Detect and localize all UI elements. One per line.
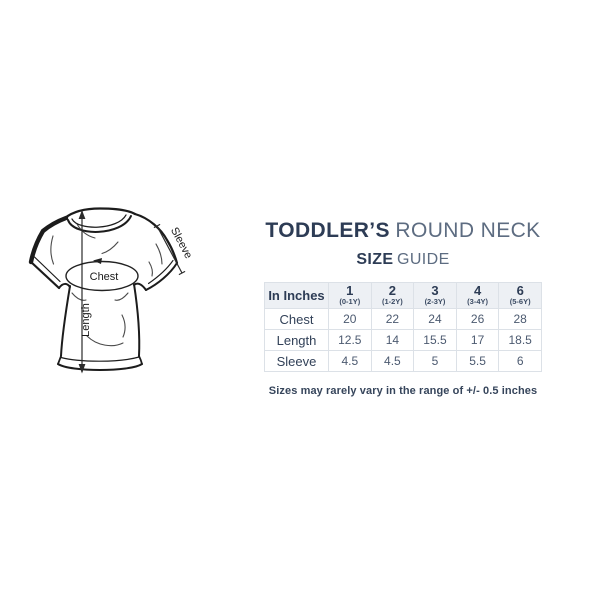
size-table: In Inches 1 (0-1Y) 2 (1-2Y) 3 (2-3Y) 4	[264, 282, 542, 372]
table-row-sleeve: Sleeve 4.5 4.5 5 5.5 6	[264, 350, 542, 372]
length-arrow-top	[78, 210, 86, 219]
right-sleeve-outline	[133, 212, 179, 265]
sleeve-value-1: 4.5	[328, 350, 372, 372]
length-value-4: 17	[455, 329, 500, 351]
length-value-3: 15.5	[413, 329, 457, 351]
sleeve-value-6: 6	[498, 350, 542, 372]
chest-value-4: 26	[455, 308, 500, 330]
length-measure: Length	[78, 210, 92, 374]
length-arrow-bottom	[78, 364, 86, 374]
tshirt-line-art: Length Chest Sleeve	[28, 207, 194, 374]
row-label-chest: Chest	[264, 308, 329, 330]
body-right-edge	[133, 283, 141, 357]
sleeve-value-3: 5	[413, 350, 457, 372]
col-header-size-3: 3 (2-3Y)	[413, 282, 457, 309]
sleeve-value-4: 5.5	[455, 350, 500, 372]
size-guide-panel: TODDLER’S ROUND NECK SIZE GUIDE In Inches …	[264, 220, 542, 397]
length-value-6: 18.5	[498, 329, 542, 351]
chest-value-2: 22	[370, 308, 415, 330]
hem-band	[57, 355, 143, 371]
chest-value-3: 24	[413, 308, 457, 330]
table-row-chest: Chest 20 22 24 26 28	[264, 308, 542, 330]
collar	[63, 207, 137, 233]
col-header-size-6: 6 (5-6Y)	[498, 282, 542, 309]
sleeve-line	[156, 225, 183, 274]
body-left-edge	[60, 285, 71, 357]
col-header-size-1: 1 (0-1Y)	[328, 282, 372, 309]
title-neck-style: ROUND NECK	[395, 219, 541, 242]
chest-label: Chest	[90, 271, 119, 283]
right-cuff	[145, 262, 178, 291]
chest-value-1: 20	[328, 308, 372, 330]
title-product-type: TODDLER’S	[265, 219, 390, 242]
page-subtitle: SIZE GUIDE	[264, 251, 542, 269]
left-cuff	[29, 260, 61, 290]
unit-header-cell: In Inches	[264, 282, 329, 309]
length-label: Length	[80, 303, 92, 337]
tshirt-diagram: Length Chest Sleeve	[25, 198, 210, 386]
chest-ellipse	[65, 260, 139, 292]
subtitle-size: SIZE	[356, 251, 394, 268]
fabric-folds	[50, 223, 163, 347]
col-header-size-4: 4 (3-4Y)	[455, 282, 500, 309]
table-header-row: In Inches 1 (0-1Y) 2 (1-2Y) 3 (2-3Y) 4	[264, 282, 542, 309]
table-row-length: Length 12.5 14 15.5 17 18.5	[264, 329, 542, 351]
chest-value-6: 28	[498, 308, 542, 330]
length-value-2: 14	[370, 329, 415, 351]
chest-measure: Chest	[65, 258, 139, 292]
sleeve-label: Sleeve	[168, 225, 194, 260]
page-title: TODDLER’S ROUND NECK	[264, 220, 542, 242]
length-value-1: 12.5	[328, 329, 372, 351]
subtitle-guide: GUIDE	[397, 251, 450, 268]
row-label-length: Length	[264, 329, 329, 351]
chest-arrow	[93, 258, 102, 264]
row-label-sleeve: Sleeve	[264, 350, 329, 372]
sleeve-value-2: 4.5	[370, 350, 415, 372]
left-sleeve-outline	[28, 215, 69, 265]
col-header-size-2: 2 (1-2Y)	[370, 282, 415, 309]
variance-note: Sizes may rarely vary in the range of +/…	[268, 385, 538, 397]
